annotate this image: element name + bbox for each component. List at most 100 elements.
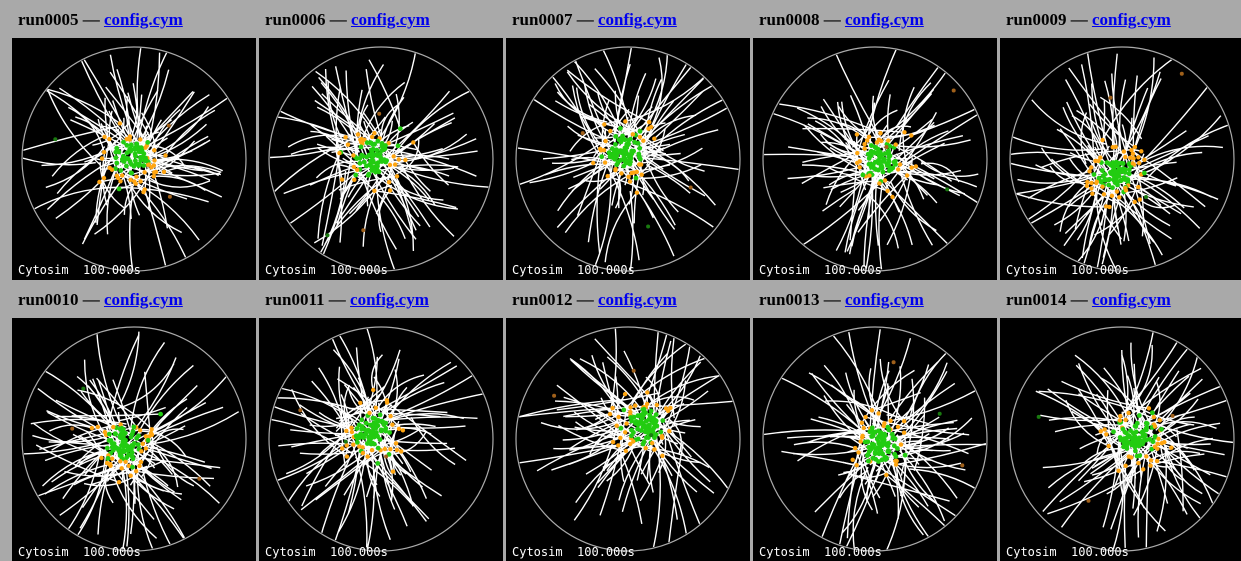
- green-particle: [356, 422, 362, 428]
- green-particle: [1121, 436, 1127, 442]
- orange-particle: [859, 420, 865, 425]
- fiber: [117, 128, 123, 172]
- green-particle: [1102, 176, 1108, 182]
- simulation-image: Cytosim 100.000s: [506, 318, 750, 561]
- orange-particle: [1157, 418, 1162, 423]
- cell-header: run0007 — config.cym: [506, 5, 750, 35]
- green-particle: [369, 149, 375, 155]
- green-particle: [614, 153, 620, 158]
- orange-particle: [1104, 204, 1109, 209]
- orange-particle: [115, 175, 121, 181]
- fiber: [879, 175, 908, 222]
- separator: —: [1070, 290, 1088, 309]
- config-link[interactable]: config.cym: [597, 290, 677, 309]
- config-link[interactable]: config.cym: [844, 290, 924, 309]
- fiber: [580, 115, 650, 133]
- simulation-canvas: Cytosim 100.000s: [18, 46, 247, 277]
- orange-particle: [97, 179, 102, 185]
- cell-header: run0005 — config.cym: [12, 5, 256, 35]
- fiber: [645, 396, 695, 408]
- fiber: [1143, 124, 1230, 182]
- orange-particle: [659, 435, 665, 440]
- orange-particle: [882, 178, 888, 183]
- green-particle: [867, 448, 872, 454]
- fiber: [885, 111, 938, 189]
- orange-particle: [876, 411, 881, 416]
- config-link[interactable]: config.cym: [103, 290, 183, 309]
- separator: —: [1070, 10, 1088, 29]
- orange-particle: [1116, 468, 1121, 473]
- fiber: [400, 163, 455, 237]
- orange-particle: [1136, 460, 1141, 466]
- orange-particle: [1087, 169, 1092, 174]
- fiber: [91, 445, 155, 486]
- gallery-cell: run0014 — config.cym Cytosim 100.000s: [1000, 285, 1241, 561]
- orange-particle: [351, 153, 356, 158]
- stray-particle: [646, 224, 651, 229]
- green-particle: [1119, 160, 1124, 166]
- orange-particle: [877, 181, 882, 186]
- green-particle: [869, 425, 875, 431]
- fiber: [822, 188, 856, 212]
- green-particle: [653, 412, 659, 417]
- config-link[interactable]: config.cym: [844, 10, 924, 29]
- orange-particle: [1126, 454, 1131, 459]
- orange-particle: [628, 409, 633, 415]
- config-link[interactable]: config.cym: [597, 10, 677, 29]
- green-particle: [135, 442, 141, 447]
- fiber: [594, 154, 612, 266]
- orange-particle: [140, 441, 145, 446]
- orange-particle: [648, 124, 654, 130]
- green-particle: [366, 427, 371, 433]
- green-particle: [645, 427, 651, 433]
- orange-particle: [904, 173, 910, 178]
- orange-particle: [369, 447, 375, 453]
- gallery-cell: run0011 — config.cym Cytosim 100.000s: [259, 285, 503, 561]
- config-link[interactable]: config.cym: [350, 290, 429, 309]
- fiber: [556, 91, 608, 123]
- stray-particle: [384, 454, 389, 459]
- fiber: [639, 51, 669, 138]
- orange-particle: [598, 146, 603, 151]
- fiber: [637, 142, 716, 206]
- gallery-cell: run0012 — config.cym Cytosim 100.000s: [506, 285, 750, 561]
- fiber: [1031, 99, 1107, 145]
- orange-particle: [1118, 413, 1123, 419]
- fiber: [667, 442, 684, 548]
- green-particle: [128, 170, 134, 176]
- orange-particle: [854, 132, 860, 137]
- sim-caption: Cytosim 100.000s: [759, 545, 882, 559]
- fiber: [1011, 190, 1110, 208]
- orange-particle: [665, 408, 671, 413]
- simulation-image: Cytosim 100.000s: [1000, 38, 1241, 280]
- fiber: [872, 338, 912, 426]
- fiber: [871, 422, 958, 499]
- fiber: [625, 72, 710, 123]
- orange-particle: [603, 138, 608, 144]
- green-particle: [357, 160, 363, 166]
- green-particle: [637, 128, 643, 134]
- config-link[interactable]: config.cym: [1091, 10, 1171, 29]
- config-link[interactable]: config.cym: [1091, 290, 1171, 309]
- fiber: [1071, 410, 1128, 439]
- fiber: [337, 435, 368, 533]
- fiber: [86, 431, 155, 520]
- orange-particle: [1102, 427, 1107, 432]
- orange-particle: [1117, 195, 1122, 200]
- green-particle: [1110, 185, 1115, 191]
- fiber: [1047, 451, 1122, 489]
- green-particle: [121, 139, 126, 145]
- fiber: [818, 416, 880, 444]
- config-link[interactable]: config.cym: [103, 10, 183, 29]
- orange-particle: [138, 459, 144, 465]
- fiber: [900, 432, 930, 476]
- orange-particle: [1131, 156, 1136, 161]
- config-link[interactable]: config.cym: [350, 10, 430, 29]
- fiber: [1011, 162, 1083, 177]
- orange-particle: [1169, 445, 1174, 450]
- green-particle: [374, 147, 380, 153]
- fiber: [823, 364, 863, 438]
- orange-particle: [860, 433, 865, 438]
- green-particle: [107, 431, 112, 437]
